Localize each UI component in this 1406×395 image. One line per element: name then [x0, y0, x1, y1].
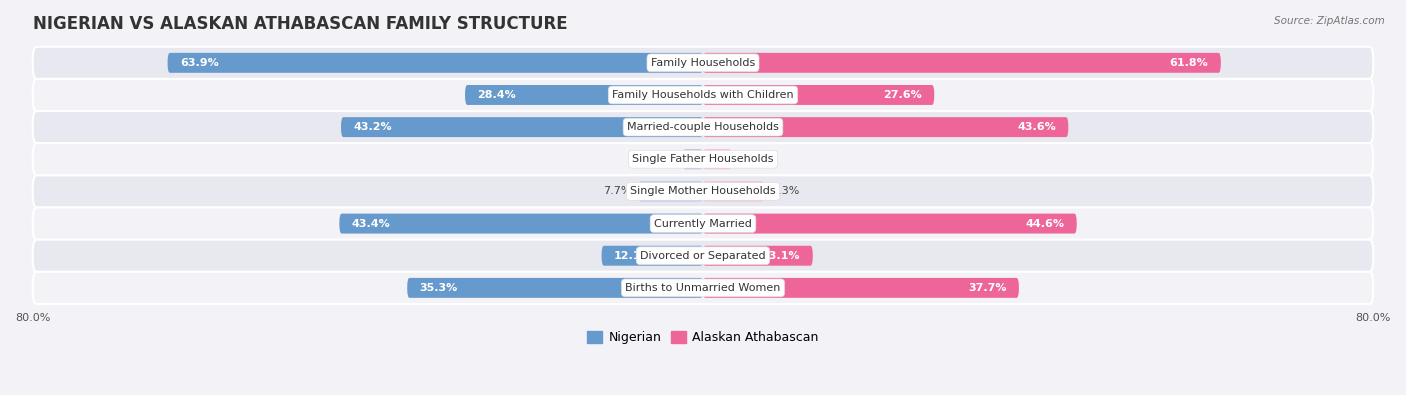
Text: 2.4%: 2.4% [648, 154, 676, 164]
FancyBboxPatch shape [703, 214, 1077, 233]
FancyBboxPatch shape [683, 149, 703, 169]
Text: 13.1%: 13.1% [762, 251, 800, 261]
Text: 44.6%: 44.6% [1025, 218, 1064, 229]
FancyBboxPatch shape [32, 47, 1374, 79]
FancyBboxPatch shape [32, 143, 1374, 175]
FancyBboxPatch shape [703, 278, 1019, 298]
Text: Source: ZipAtlas.com: Source: ZipAtlas.com [1274, 16, 1385, 26]
Legend: Nigerian, Alaskan Athabascan: Nigerian, Alaskan Athabascan [582, 326, 824, 349]
Text: 43.2%: 43.2% [353, 122, 392, 132]
Text: Family Households with Children: Family Households with Children [612, 90, 794, 100]
Text: 12.1%: 12.1% [614, 251, 652, 261]
Text: 3.4%: 3.4% [738, 154, 766, 164]
FancyBboxPatch shape [703, 181, 765, 201]
Text: Single Mother Households: Single Mother Households [630, 186, 776, 196]
FancyBboxPatch shape [638, 181, 703, 201]
FancyBboxPatch shape [32, 272, 1374, 304]
Text: 61.8%: 61.8% [1170, 58, 1208, 68]
Text: 43.4%: 43.4% [352, 218, 391, 229]
FancyBboxPatch shape [342, 117, 703, 137]
FancyBboxPatch shape [32, 79, 1374, 111]
Text: 27.6%: 27.6% [883, 90, 922, 100]
FancyBboxPatch shape [703, 149, 731, 169]
FancyBboxPatch shape [32, 111, 1374, 143]
Text: NIGERIAN VS ALASKAN ATHABASCAN FAMILY STRUCTURE: NIGERIAN VS ALASKAN ATHABASCAN FAMILY ST… [32, 15, 567, 33]
Text: 37.7%: 37.7% [967, 283, 1007, 293]
Text: 35.3%: 35.3% [420, 283, 458, 293]
FancyBboxPatch shape [465, 85, 703, 105]
FancyBboxPatch shape [408, 278, 703, 298]
FancyBboxPatch shape [703, 53, 1220, 73]
FancyBboxPatch shape [167, 53, 703, 73]
Text: 7.3%: 7.3% [770, 186, 799, 196]
FancyBboxPatch shape [339, 214, 703, 233]
Text: 63.9%: 63.9% [180, 58, 219, 68]
FancyBboxPatch shape [32, 175, 1374, 207]
Text: Family Households: Family Households [651, 58, 755, 68]
FancyBboxPatch shape [32, 207, 1374, 240]
Text: 43.6%: 43.6% [1017, 122, 1056, 132]
FancyBboxPatch shape [703, 85, 934, 105]
Text: Divorced or Separated: Divorced or Separated [640, 251, 766, 261]
FancyBboxPatch shape [32, 240, 1374, 272]
Text: Single Father Households: Single Father Households [633, 154, 773, 164]
Text: 7.7%: 7.7% [603, 186, 631, 196]
Text: Currently Married: Currently Married [654, 218, 752, 229]
FancyBboxPatch shape [703, 246, 813, 266]
Text: Married-couple Households: Married-couple Households [627, 122, 779, 132]
Text: 28.4%: 28.4% [478, 90, 516, 100]
FancyBboxPatch shape [602, 246, 703, 266]
Text: Births to Unmarried Women: Births to Unmarried Women [626, 283, 780, 293]
FancyBboxPatch shape [703, 117, 1069, 137]
